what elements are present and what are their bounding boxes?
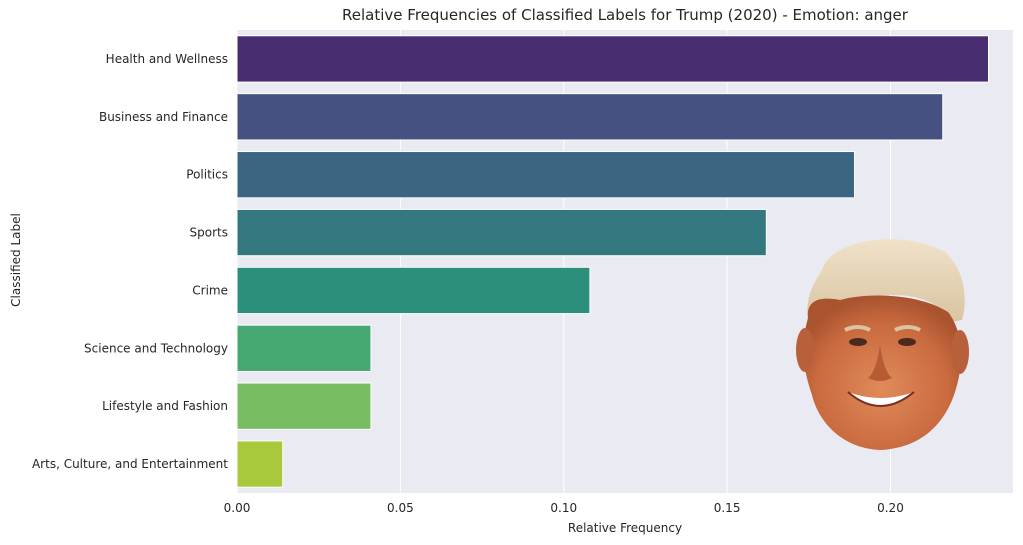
bar [236, 382, 372, 430]
y-tick-label: Sports [190, 226, 228, 240]
bars [236, 35, 989, 488]
x-axis-label: Relative Frequency [568, 521, 682, 535]
y-tick-label: Crime [192, 283, 228, 297]
chart-title: Relative Frequencies of Classified Label… [342, 6, 909, 24]
y-tick-label: Science and Technology [84, 341, 228, 355]
x-tick-labels: 0.00 0.05 0.10 0.15 0.20 [224, 501, 904, 515]
y-axis-label: Classified Label [9, 213, 23, 307]
x-tick-label: 0.00 [224, 501, 251, 515]
bar [236, 266, 591, 315]
x-tick-label: 0.10 [550, 501, 577, 515]
y-tick-label: Politics [186, 168, 228, 182]
y-tick-label: Health and Wellness [106, 52, 228, 66]
face-photo-icon [796, 239, 969, 450]
y-tick-labels: Health and Wellness Business and Finance P… [32, 52, 228, 471]
y-tick-label: Arts, Culture, and Entertainment [32, 457, 228, 471]
x-tick-label: 0.20 [877, 501, 904, 515]
y-tick-label: Lifestyle and Fashion [102, 399, 228, 413]
bar [236, 151, 856, 199]
x-tick-label: 0.15 [714, 501, 741, 515]
bar [236, 35, 989, 83]
x-tick-label: 0.05 [387, 501, 414, 515]
bar [236, 208, 767, 257]
bar [236, 324, 372, 372]
bar [236, 93, 944, 141]
bar [236, 440, 284, 488]
y-tick-label: Business and Finance [99, 110, 228, 124]
